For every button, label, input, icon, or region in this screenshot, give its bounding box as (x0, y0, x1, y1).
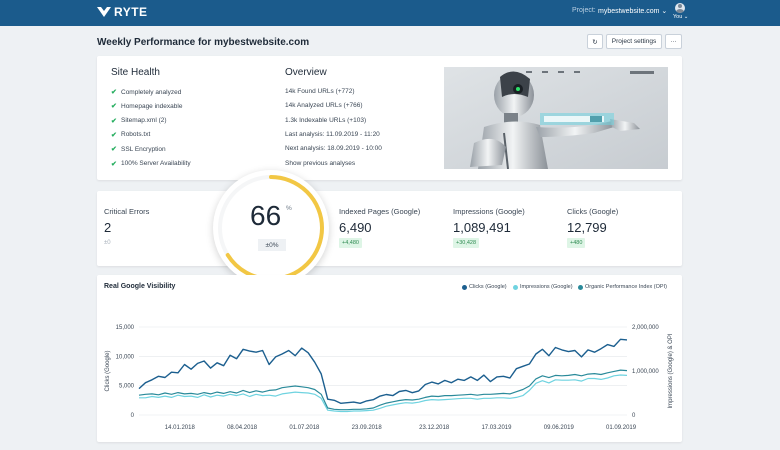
overview-item: 1.3k Indexable URLs (+103) (285, 116, 367, 124)
overview-item: 14k Analyzed URLs (+766) (285, 102, 363, 110)
site-health-item: ✔ Completely analyzed (111, 88, 182, 97)
y-tick-right: 2,000,000 (632, 325, 659, 331)
ryte-logo-icon (97, 7, 111, 17)
clicks-delta: +480 (567, 238, 586, 248)
site-health-item-label: Completely analyzed (121, 88, 182, 96)
site-health-item: ✔ Sitemap.xml (2) (111, 117, 167, 125)
legend-clicks-label: Clicks (Google) (469, 284, 507, 290)
x-tick-label: 08.04.2018 (227, 425, 258, 431)
y-tick-left: 10,000 (116, 354, 135, 360)
legend-opi-label: Organic Performance Index (OPI) (585, 284, 667, 290)
site-health-item-label: Robots.txt (121, 131, 151, 139)
robot-hero-image (444, 67, 668, 169)
indexed-pages-label: Indexed Pages (Google) (339, 207, 421, 216)
legend-impressions[interactable]: Impressions (Google) (513, 284, 573, 290)
critical-errors-delta: ±0 (104, 240, 111, 246)
site-health-item-label: SSL Encryption (121, 145, 166, 153)
metrics-card (97, 191, 682, 266)
project-settings-button[interactable]: Project settings (606, 34, 662, 49)
site-health-item: ✔ Robots.txt (111, 131, 150, 139)
brand-name: RYTE (114, 5, 148, 19)
check-icon: ✔ (111, 103, 117, 111)
check-icon: ✔ (111, 117, 117, 125)
legend-clicks[interactable]: Clicks (Google) (462, 284, 507, 290)
x-tick-label: 23.12.2018 (419, 425, 450, 431)
project-selector[interactable]: mybestwebsite.com ⌄ (598, 8, 668, 15)
page-title: Weekly Performance for mybestwebsite.com (97, 37, 310, 48)
x-tick-label: 01.07.2018 (289, 425, 320, 431)
legend-impressions-label: Impressions (Google) (520, 284, 573, 290)
overview-item: Last analysis: 11.09.2019 - 11:20 (285, 130, 380, 138)
legend-clicks-dot (462, 284, 467, 290)
y-axis-label-right: Impressions (Google) & OPI (668, 333, 674, 408)
x-tick-label: 17.03.2019 (481, 425, 512, 431)
opi-score-value: 66 (250, 200, 282, 231)
more-options-button[interactable]: ··· (665, 34, 682, 49)
refresh-icon: ↻ (592, 38, 598, 46)
y-tick-right: 1,000,000 (632, 369, 659, 375)
y-axis-label-left: Clicks (Google) (105, 350, 111, 391)
refresh-button[interactable]: ↻ (587, 34, 603, 49)
opi-score-unit: % (286, 205, 292, 212)
x-tick-label: 14.01.2018 (165, 425, 196, 431)
y-tick-left: 5,000 (119, 384, 135, 390)
x-tick-label: 09.06.2019 (544, 425, 575, 431)
chart-title: Real Google Visibility (104, 283, 176, 290)
overview-item: 14k Found URLs (+772) (285, 88, 355, 95)
impressions-value: 1,089,491 (453, 220, 511, 235)
series-line-0 (138, 338, 628, 405)
y-tick-left: 15,000 (116, 325, 135, 331)
series-line-2 (138, 369, 628, 411)
x-tick-label: 01.09.2019 (606, 425, 637, 431)
top-bar: RYTE Project: mybestwebsite.com ⌄ You ⌄ (0, 0, 780, 26)
clicks-label: Clicks (Google) (567, 207, 619, 216)
site-health-item-label: 100% Server Availability (121, 160, 191, 167)
opi-score-delta: ±0% (258, 239, 286, 251)
avatar-head (678, 4, 682, 8)
impressions-delta: +30,428 (453, 238, 480, 248)
site-health-item: ✔ 100% Server Availability (111, 160, 191, 168)
check-icon: ✔ (111, 131, 117, 139)
indexed-pages-delta: +4,480 (339, 238, 362, 248)
site-health-title: Site Health (111, 67, 160, 78)
visibility-line-chart: 15,000 10,000 5,000 0 2,000,000 1,000,000 0 Cli… (105, 325, 674, 431)
critical-errors-label: Critical Errors (104, 207, 150, 216)
check-icon: ✔ (111, 146, 117, 154)
site-health-item-label: Homepage indexable (121, 102, 183, 110)
x-tick-label: 23.09.2018 (352, 425, 383, 431)
project-label: Project: (572, 7, 596, 14)
visibility-chart-card (97, 275, 682, 442)
avatar-body (676, 9, 684, 13)
impressions-label: Impressions (Google) (453, 207, 525, 216)
brand-logo[interactable]: RYTE (97, 5, 148, 19)
legend-opi-dot (578, 284, 583, 290)
indexed-pages-value: 6,490 (339, 220, 372, 235)
check-icon: ✔ (111, 160, 117, 168)
user-menu[interactable]: You ⌄ (673, 14, 689, 20)
critical-errors-value: 2 (104, 220, 112, 235)
site-health-item: ✔ Homepage indexable (111, 102, 183, 111)
site-health-item-label: Sitemap.xml (2) (121, 117, 167, 125)
overview-title: Overview (285, 67, 327, 78)
show-previous-analyses-link[interactable]: Show previous analyses (285, 159, 356, 167)
site-health-item: ✔ SSL Encryption (111, 145, 166, 154)
user-avatar[interactable] (675, 3, 685, 13)
y-tick-left: 0 (131, 413, 135, 419)
series-line-1 (139, 374, 628, 413)
legend-impressions-dot (513, 284, 518, 290)
legend-opi[interactable]: Organic Performance Index (OPI) (578, 284, 667, 290)
clicks-value: 12,799 (567, 220, 607, 235)
check-icon: ✔ (111, 89, 117, 96)
y-tick-right: 0 (632, 413, 636, 419)
overview-item: Next analysis: 18.09.2019 - 10:00 (285, 145, 382, 153)
